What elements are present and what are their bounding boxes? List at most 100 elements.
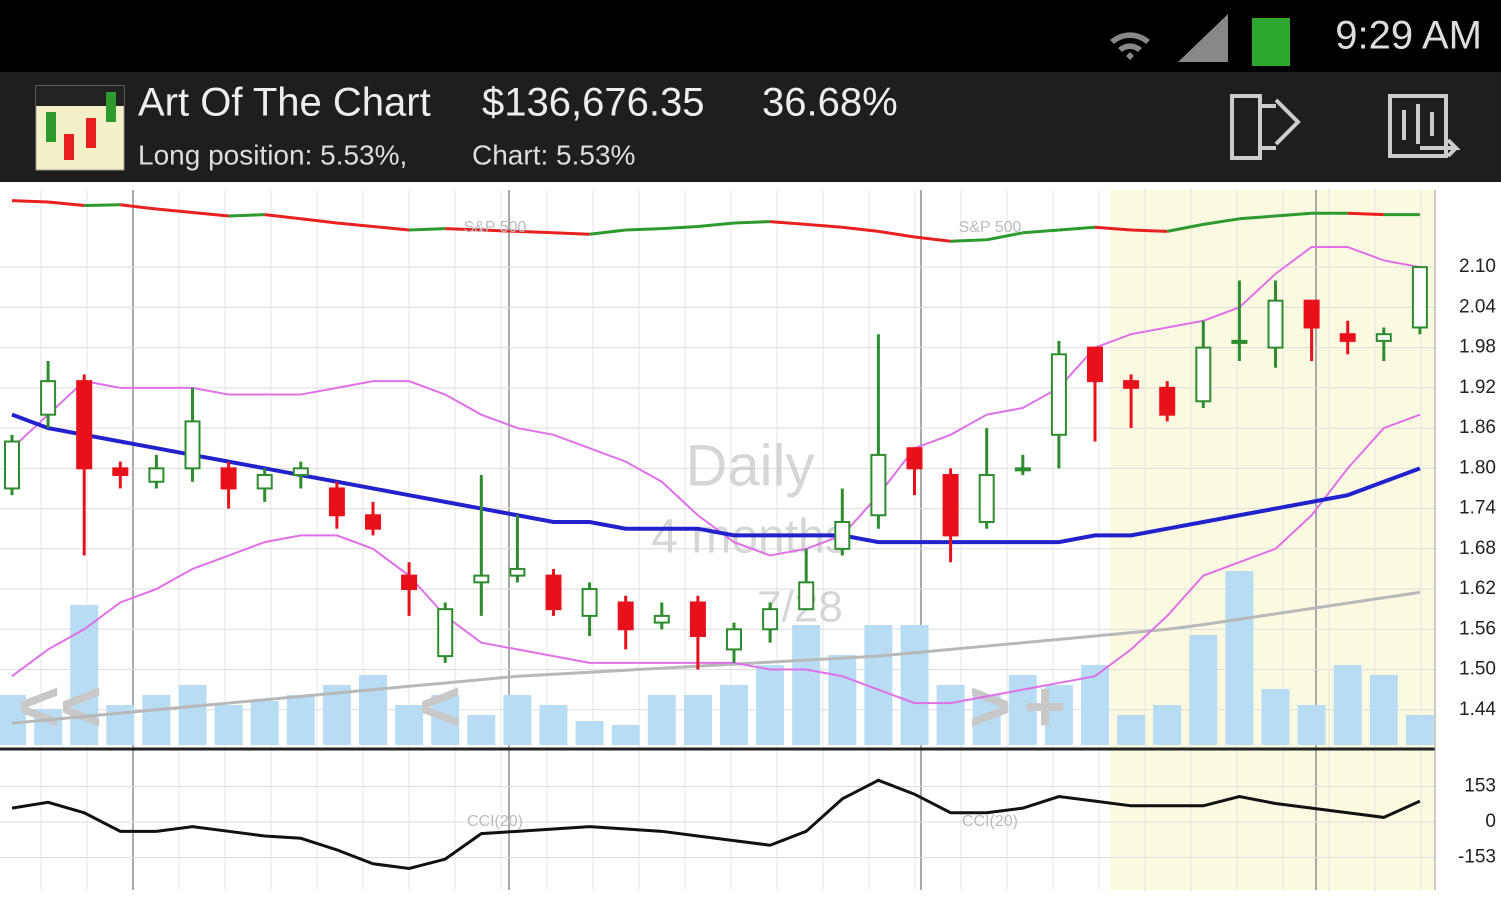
y-tick-label: 1.74 [1459, 498, 1496, 519]
volume-bar [828, 655, 857, 745]
sp500-segment [1058, 225, 1096, 232]
candle-body [365, 514, 381, 530]
sp500-segment [986, 231, 1024, 242]
volume-bar [1044, 685, 1073, 745]
candle-body [762, 608, 779, 631]
sp500-segment [84, 203, 121, 207]
candle-body [545, 574, 562, 611]
sp500-segment [192, 211, 229, 218]
volume-bar [972, 695, 1001, 745]
volume-bar [539, 705, 568, 745]
nav-button[interactable]: + [1024, 667, 1066, 747]
account-value: $136,676.35 [482, 81, 704, 125]
candle-body [834, 520, 851, 550]
sp500-segment [733, 220, 771, 225]
sp500-segment [1347, 211, 1384, 217]
volume-bar [286, 695, 315, 745]
y-tick-label: 1.50 [1459, 659, 1496, 680]
sp500-segment [697, 221, 735, 228]
status-icons [1110, 14, 1290, 66]
volume-bar [575, 721, 604, 745]
highlight-zone [1110, 190, 1435, 890]
volume-bar [792, 625, 821, 745]
volume-bar [864, 625, 893, 745]
candle-body [1231, 339, 1248, 344]
cci-label: CCI(20) [962, 813, 1018, 830]
candle-body [220, 467, 237, 490]
sp500-segment [1094, 225, 1132, 232]
candle-body [4, 440, 20, 490]
volume-bar [395, 705, 424, 745]
nav-button[interactable]: << [18, 667, 102, 747]
volume-bar [359, 675, 387, 745]
sp500-segment [1166, 222, 1204, 233]
overlay-line [11, 412, 1421, 545]
sp500-segment [517, 229, 554, 235]
volume-bar [467, 715, 496, 745]
candle-body [401, 574, 418, 591]
y-tick-label: 2.04 [1459, 296, 1496, 317]
app-icon [35, 85, 125, 171]
candle-body [1375, 333, 1392, 342]
sp500-segment [878, 229, 915, 239]
candle-body [473, 574, 490, 584]
status-bar [0, 0, 1501, 72]
candle-body [292, 467, 309, 477]
sp500-segment [1131, 228, 1168, 233]
y-tick-label: 1.80 [1459, 457, 1496, 478]
y-tick-label: 1.86 [1459, 417, 1496, 438]
chart: 2.10 2.04 1.98 1.92 1.86 1.80 1.74 1.68 1.62 1.56… [0, 190, 1496, 890]
candle-body [726, 628, 742, 651]
sp500-segment [1275, 211, 1312, 218]
sp500-segment [372, 225, 410, 232]
sp500-segment [264, 213, 301, 221]
candle-body [1303, 299, 1320, 329]
sp500-segment [769, 220, 807, 226]
sp500-segment [409, 227, 446, 232]
y-tick-label: 1.98 [1459, 337, 1496, 358]
volume-bar [683, 695, 712, 745]
sp500-label: S&P 500 [959, 219, 1022, 236]
sp500-segment [589, 228, 626, 236]
sp500-segment [1203, 217, 1240, 226]
sp500-segment [156, 207, 193, 214]
candle-body [112, 467, 129, 477]
sp500-segment [11, 199, 49, 204]
candle-body [1123, 380, 1140, 389]
sp500-segment [842, 225, 879, 233]
chart-button[interactable] [1388, 94, 1461, 158]
sp500-segment [1022, 228, 1060, 235]
volume-bar [1117, 715, 1146, 745]
y-tick-label: 1.68 [1459, 538, 1496, 559]
sp500-segment [336, 221, 374, 228]
candle-body [942, 474, 959, 537]
candle-body [509, 567, 526, 577]
sp500-segment [625, 227, 662, 232]
sp500-label: S&P 500 [464, 219, 527, 236]
volume-bar [936, 685, 965, 745]
candle-body [653, 614, 670, 624]
candle-body [689, 601, 706, 637]
y-tick-label: 1.44 [1459, 699, 1496, 720]
volume-bar [250, 701, 279, 745]
sp500-segment [661, 225, 698, 231]
nav-button[interactable]: > [969, 667, 1011, 747]
app-bar [0, 72, 1501, 182]
candle-body [1087, 346, 1103, 383]
trade-button[interactable] [1230, 94, 1301, 160]
cci-tick-label: 0 [1485, 811, 1496, 832]
nav-button[interactable]: < [419, 667, 461, 747]
volume-bar [1405, 715, 1434, 745]
cci-line [11, 778, 1421, 870]
chart-change: Chart: 5.53% [472, 139, 635, 170]
volume-bar [1153, 705, 1182, 745]
cci-label: CCI(20) [467, 813, 523, 830]
volume-bar [1225, 571, 1254, 745]
volume-bar [1297, 705, 1326, 745]
candle-body [906, 447, 923, 470]
volume-bar [503, 695, 532, 745]
sp500-segment [1239, 214, 1276, 221]
volume-bar [178, 685, 207, 745]
candle-body [1050, 353, 1067, 436]
